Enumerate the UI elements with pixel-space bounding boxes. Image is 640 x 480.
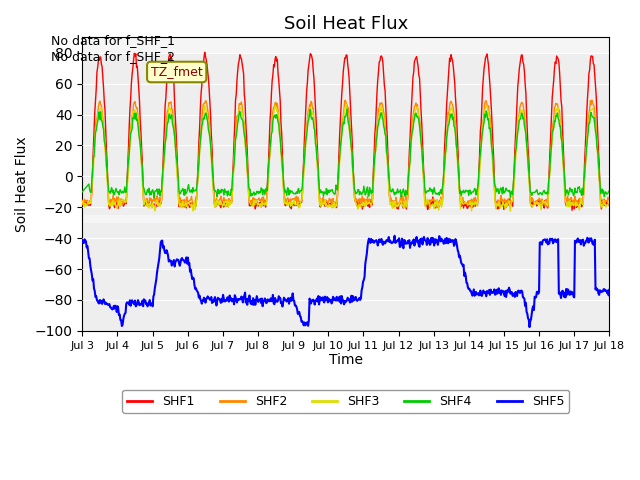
Title: Soil Heat Flux: Soil Heat Flux [284,15,408,33]
Bar [83,53,609,215]
Text: No data for f_SHF_1: No data for f_SHF_1 [51,34,175,47]
Text: No data for f_SHF_2: No data for f_SHF_2 [51,50,175,63]
Text: TZ_fmet: TZ_fmet [151,65,202,79]
X-axis label: Time: Time [329,353,363,367]
Legend: SHF1, SHF2, SHF3, SHF4, SHF5: SHF1, SHF2, SHF3, SHF4, SHF5 [122,390,570,413]
Bar [83,223,609,331]
Y-axis label: Soil Heat Flux: Soil Heat Flux [15,136,29,232]
